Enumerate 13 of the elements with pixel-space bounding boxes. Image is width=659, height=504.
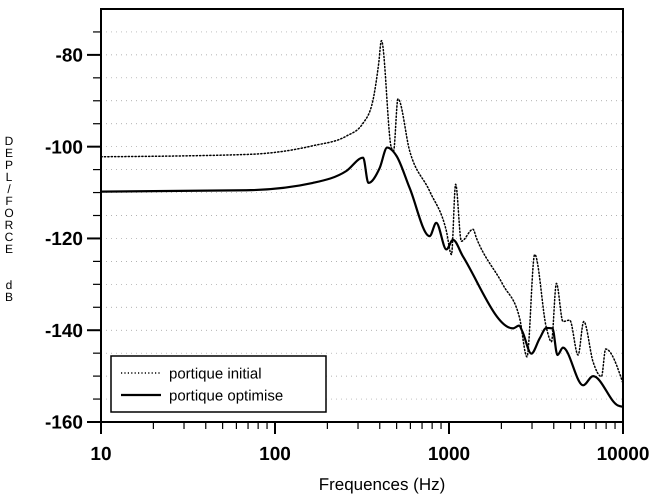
- y-tick-label: -160: [44, 412, 83, 434]
- x-tick-label: 1000: [428, 444, 470, 465]
- text: DEPL/FORCE dB: [4, 134, 14, 304]
- x-tick-label: 100: [259, 444, 291, 465]
- x-tick-label: 10: [90, 444, 112, 465]
- y-tick-label: -80: [56, 46, 83, 67]
- y-tick-label: -100: [44, 137, 83, 158]
- x-tick-label: 10000: [596, 444, 650, 465]
- y-tick-label: -140: [44, 320, 83, 342]
- legend-label: portique optimise: [169, 387, 284, 404]
- y-tick-label: -120: [44, 229, 83, 250]
- x-axis-title: Frequences (Hz): [318, 475, 446, 494]
- legend-label: portique initial: [169, 365, 262, 382]
